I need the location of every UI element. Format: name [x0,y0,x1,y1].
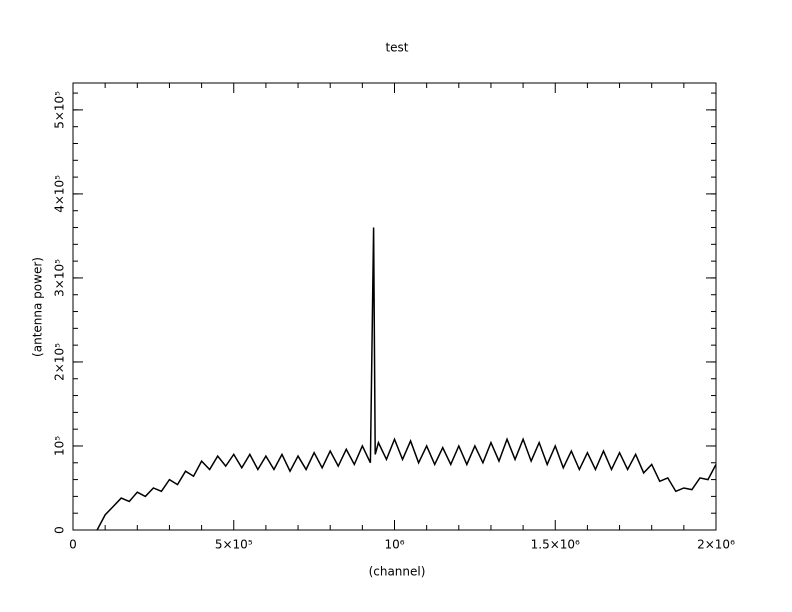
x-tick-label: 10⁶ [384,538,404,552]
y-axis-label: (antenna power) [31,257,45,357]
x-tick-label: 0 [69,538,77,552]
y-tick-label: 10⁵ [53,436,67,456]
y-tick-label: 4×10⁵ [53,175,67,213]
x-tick-label: 5×10⁵ [215,538,253,552]
chart-title: test [385,41,408,55]
x-tick-label: 2×10⁶ [697,538,735,552]
data-line [96,227,717,531]
y-tick-label: 2×10⁵ [53,343,67,381]
x-axis-label: (channel) [369,565,426,579]
y-tick-label: 5×10⁵ [53,91,67,129]
y-tick-label: 3×10⁵ [53,259,67,297]
x-tick-label: 1.5×10⁶ [531,538,580,552]
y-tick-label: 0 [53,526,67,534]
